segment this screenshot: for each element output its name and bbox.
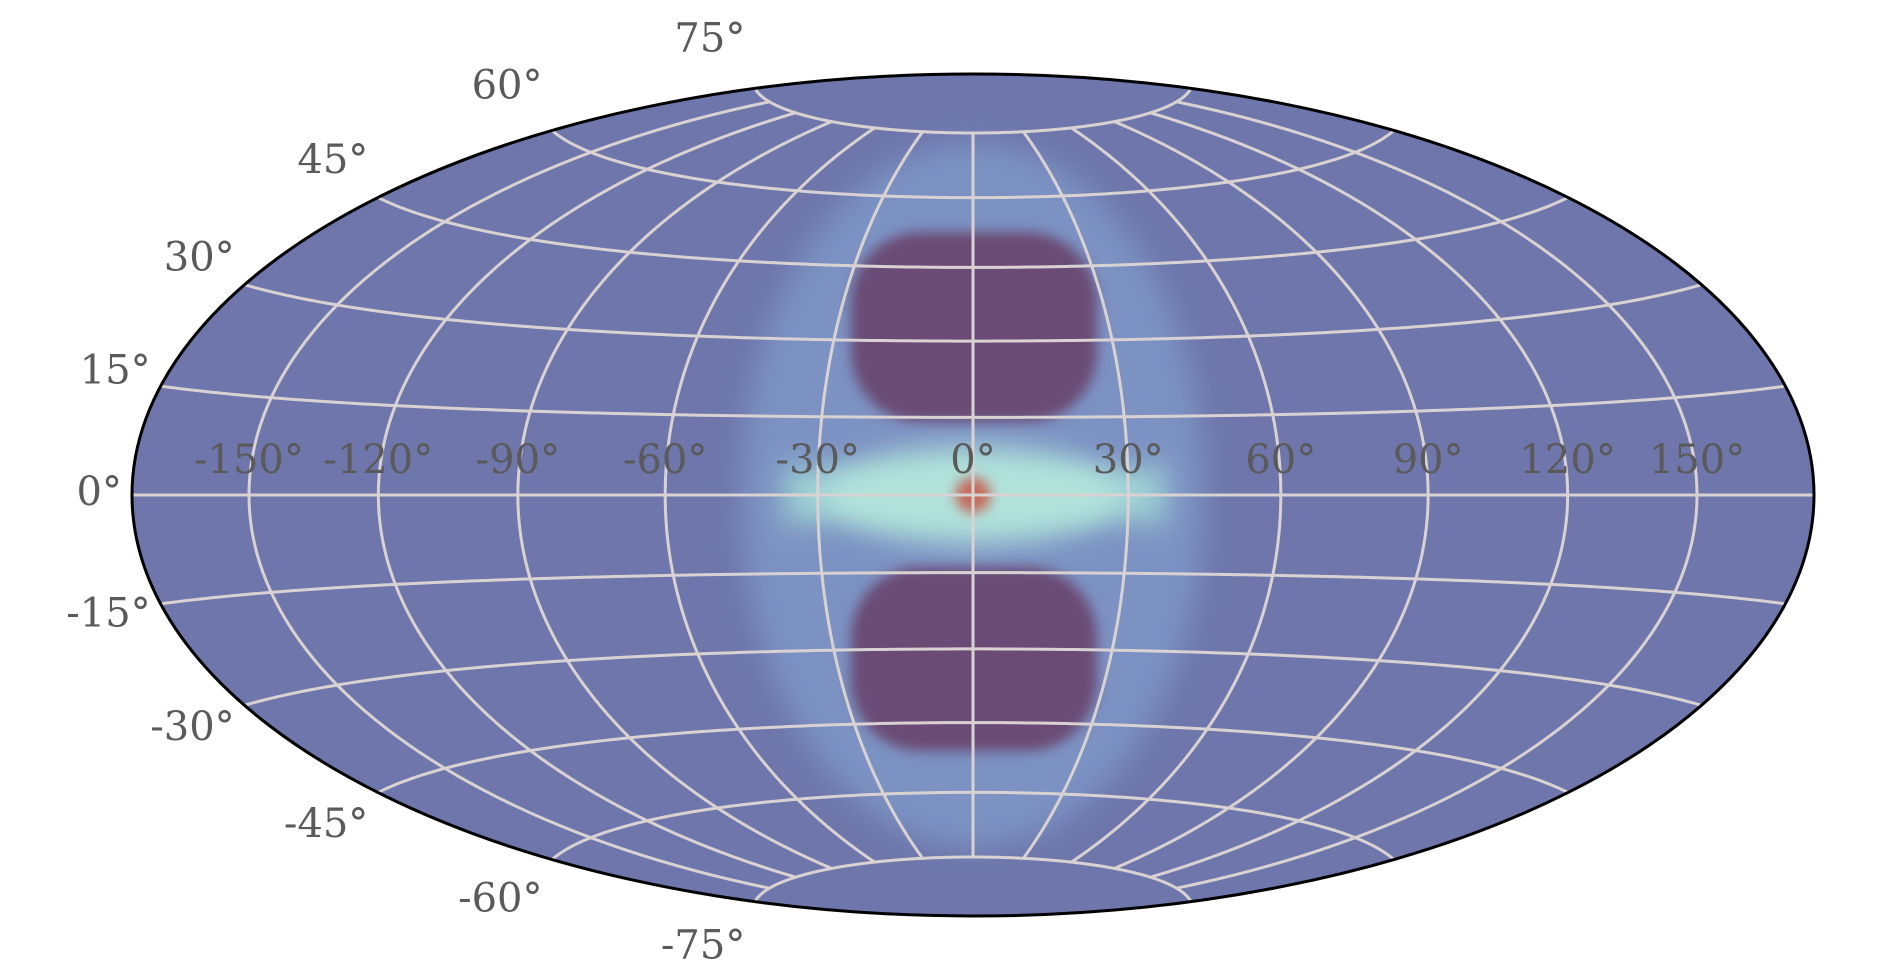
- y-tick-label: -45°: [284, 801, 368, 847]
- grid-line: [551, 129, 1395, 200]
- x-tick-label: 120°: [1519, 437, 1615, 483]
- x-tick-label: 150°: [1649, 437, 1745, 483]
- grid-line: [551, 790, 1395, 861]
- map-boundary: [130, 72, 1816, 918]
- x-tick-label: -30°: [776, 437, 860, 483]
- grid-line: [160, 384, 1786, 419]
- grid: [132, 88, 1814, 902]
- x-tick-label: -60°: [623, 437, 707, 483]
- y-tick-label: -75°: [661, 923, 745, 969]
- grid-line: [377, 196, 1569, 269]
- y-tick-label: 0°: [77, 469, 122, 515]
- y-tick-label: 45°: [297, 137, 368, 183]
- x-tick-label: -120°: [323, 437, 433, 483]
- x-tick-label: 90°: [1393, 437, 1464, 483]
- y-tick-label: -30°: [150, 704, 234, 750]
- grid-line: [244, 647, 1702, 707]
- x-tick-label: 0°: [950, 437, 995, 483]
- x-tick-label: 60°: [1245, 437, 1316, 483]
- x-tick-label: 30°: [1093, 437, 1164, 483]
- grid-line: [244, 283, 1702, 343]
- y-tick-label: 60°: [472, 62, 543, 108]
- x-tick-label: -90°: [476, 437, 560, 483]
- grid-line: [754, 855, 1192, 902]
- y-tick-label: 15°: [80, 347, 151, 393]
- y-tick-label: 30°: [164, 234, 235, 280]
- grid-line: [377, 721, 1569, 794]
- grid-line: [754, 88, 1192, 135]
- x-tick-label: -150°: [194, 437, 304, 483]
- y-tick-label: 75°: [674, 15, 745, 61]
- grid-line: [160, 571, 1786, 606]
- y-tick-label: -60°: [458, 876, 542, 922]
- y-tick-label: -15°: [66, 591, 150, 637]
